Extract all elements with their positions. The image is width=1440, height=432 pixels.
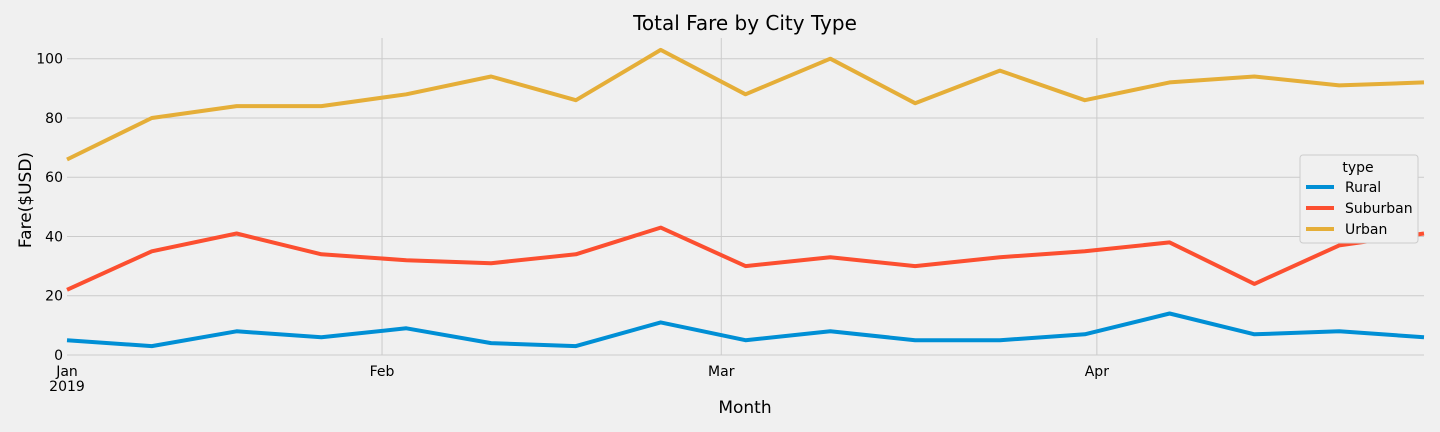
series-lines: [66, 47, 1425, 349]
y-tick-label: 20: [45, 289, 63, 305]
y-tick-label: 80: [45, 111, 63, 127]
y-axis-label: Fare($USD): [16, 152, 36, 248]
x-tick-label: Jan: [55, 364, 78, 380]
legend-box: [1299, 154, 1419, 244]
legend-items: Rural Suburban Urban: [1306, 180, 1413, 238]
legend-label-urban: Urban: [1345, 222, 1387, 238]
x-axis-label: Month: [718, 398, 771, 418]
legend-label-rural: Rural: [1345, 180, 1381, 196]
grid-lines: [67, 38, 1424, 356]
y-tick-label: 100: [36, 52, 63, 68]
y-axis-ticks: 0 20 40 60 80 100: [36, 52, 63, 364]
x-tick-label: Feb: [370, 364, 395, 380]
x-tick-label: Mar: [708, 364, 735, 380]
y-tick-label: 60: [45, 170, 63, 186]
x-tick-sublabel: 2019: [49, 379, 85, 395]
chart-title: Total Fare by City Type: [632, 11, 857, 35]
x-tick-label: Apr: [1085, 364, 1109, 380]
y-tick-label: 0: [54, 348, 63, 364]
series-line-rural: [66, 311, 1425, 349]
legend-label-suburban: Suburban: [1345, 201, 1413, 217]
legend-title: type: [1342, 160, 1373, 176]
series-line-urban: [66, 47, 1425, 162]
y-tick-label: 40: [45, 229, 63, 245]
series-line-suburban: [66, 225, 1425, 292]
legend: type Rural Suburban Urban: [1299, 154, 1419, 244]
